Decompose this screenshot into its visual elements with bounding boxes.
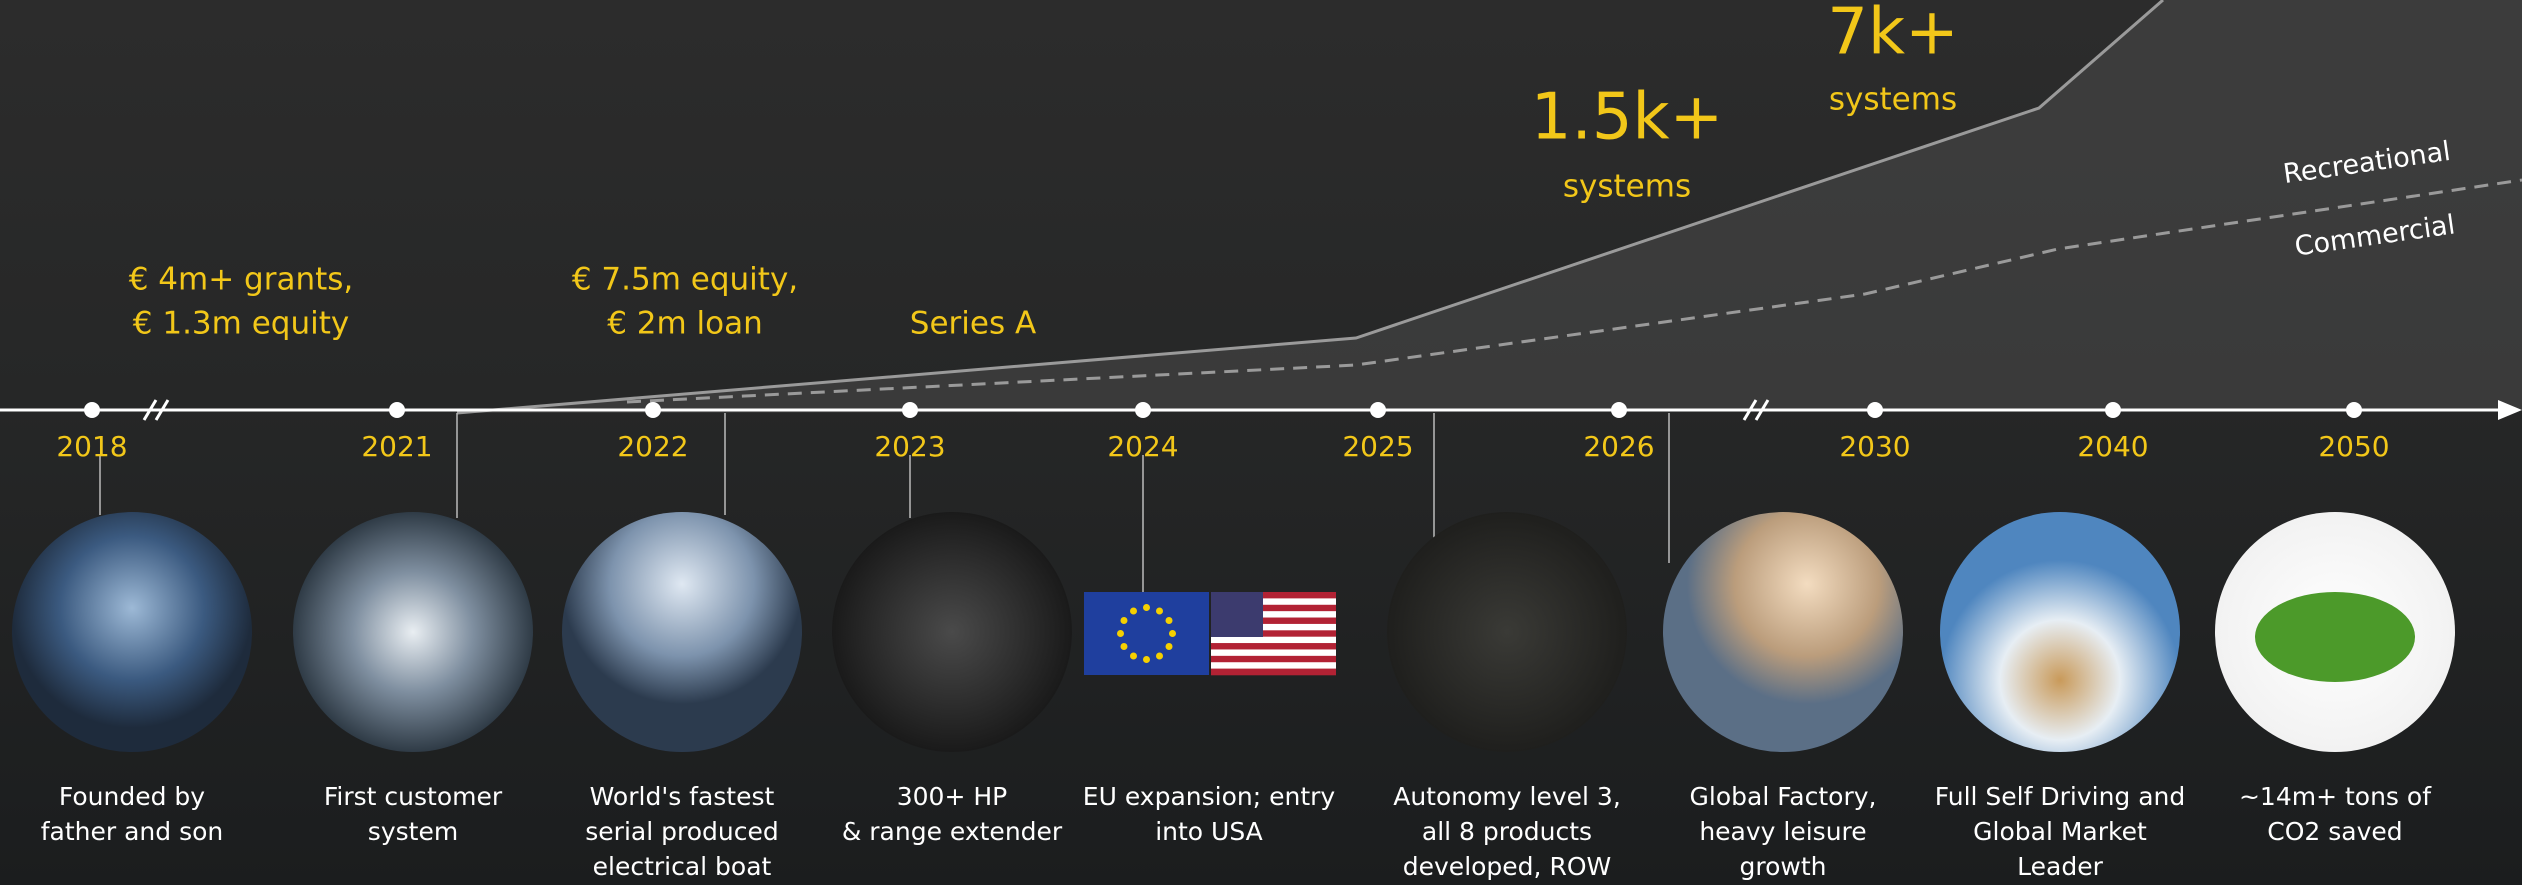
milestone-caption: First customer bbox=[324, 782, 503, 811]
milestone-caption: all 8 products bbox=[1422, 817, 1592, 846]
milestone-caption: Autonomy level 3, bbox=[1393, 782, 1621, 811]
milestone-caption: Full Self Driving and bbox=[1935, 782, 2186, 811]
year-label: 2025 bbox=[1342, 430, 1413, 463]
eu-star bbox=[1166, 617, 1173, 624]
year-label: 2026 bbox=[1583, 430, 1654, 463]
milestone-caption: developed, ROW bbox=[1403, 852, 1611, 881]
milestone-caption: Global Factory, bbox=[1690, 782, 1877, 811]
milestone-caption: electrical boat bbox=[593, 852, 772, 881]
timeline-dot bbox=[1370, 402, 1386, 418]
timeline-dot bbox=[1135, 402, 1151, 418]
eu-star bbox=[1120, 617, 1127, 624]
milestone-caption: Global Market bbox=[1973, 817, 2147, 846]
timeline-dot bbox=[84, 402, 100, 418]
funding-label: Series A bbox=[910, 306, 1036, 342]
growth-unit: systems bbox=[1829, 82, 1957, 118]
milestone-caption: heavy leisure bbox=[1699, 817, 1866, 846]
milestone-caption: & range extender bbox=[842, 817, 1063, 846]
funding-label: € 7.5m equity, bbox=[572, 262, 798, 298]
year-label: 2023 bbox=[874, 430, 945, 463]
year-label: 2018 bbox=[56, 430, 127, 463]
eu-star bbox=[1166, 643, 1173, 650]
milestone-photo bbox=[832, 512, 1072, 752]
year-label: 2030 bbox=[1839, 430, 1910, 463]
timeline-dot bbox=[389, 402, 405, 418]
year-label: 2021 bbox=[361, 430, 432, 463]
milestone-photo bbox=[1387, 512, 1627, 752]
milestone-caption: World's fastest bbox=[590, 782, 775, 811]
timeline-dot bbox=[1611, 402, 1627, 418]
us-stripe bbox=[1211, 637, 1336, 644]
us-stripe bbox=[1211, 669, 1336, 676]
year-label: 2040 bbox=[2077, 430, 2148, 463]
year-label: 2050 bbox=[2318, 430, 2389, 463]
us-stripe bbox=[1211, 643, 1336, 650]
eu-star bbox=[1143, 604, 1150, 611]
footprint-icon bbox=[2255, 592, 2415, 682]
us-canton bbox=[1211, 592, 1263, 637]
eu-star bbox=[1120, 643, 1127, 650]
milestone-caption: growth bbox=[1740, 852, 1827, 881]
milestone-photo bbox=[293, 512, 533, 752]
milestone-photo bbox=[1663, 512, 1903, 752]
funding-label: € 1.3m equity bbox=[133, 306, 349, 342]
milestone-caption: into USA bbox=[1155, 817, 1263, 846]
timeline-dot bbox=[902, 402, 918, 418]
milestone-caption: CO2 saved bbox=[2267, 817, 2402, 846]
milestone-caption: EU expansion; entry bbox=[1083, 782, 1336, 811]
growth-unit: systems bbox=[1563, 169, 1691, 205]
eu-star bbox=[1130, 653, 1137, 660]
milestone-photo bbox=[12, 512, 252, 752]
eu-star bbox=[1143, 656, 1150, 663]
eu-star bbox=[1130, 607, 1137, 614]
funding-label: € 2m loan bbox=[607, 306, 763, 342]
year-label: 2024 bbox=[1107, 430, 1178, 463]
timeline-dot bbox=[2346, 402, 2362, 418]
us-stripe bbox=[1211, 662, 1336, 669]
timeline-dot bbox=[645, 402, 661, 418]
milestone-caption: Leader bbox=[2017, 852, 2103, 881]
eu-star bbox=[1169, 630, 1176, 637]
milestone-photo bbox=[562, 512, 802, 752]
milestone-caption: father and son bbox=[41, 817, 224, 846]
eu-star bbox=[1156, 607, 1163, 614]
milestone-caption: serial produced bbox=[585, 817, 778, 846]
milestone-caption: Founded by bbox=[59, 782, 205, 811]
milestone-caption: system bbox=[368, 817, 458, 846]
us-stripe bbox=[1211, 649, 1336, 656]
milestone-caption: 300+ HP bbox=[897, 782, 1008, 811]
timeline-dot bbox=[2105, 402, 2121, 418]
milestone-caption: ~14m+ tons of bbox=[2239, 782, 2432, 811]
year-label: 2022 bbox=[617, 430, 688, 463]
us-stripe bbox=[1211, 656, 1336, 663]
timeline-slide: 1.5k+ systems 7k+ systems Recreational C… bbox=[0, 0, 2522, 885]
growth-value: 7k+ bbox=[1827, 0, 1958, 70]
timeline-dot bbox=[1867, 402, 1883, 418]
eu-star bbox=[1117, 630, 1124, 637]
milestone-photo bbox=[1940, 512, 2180, 752]
eu-star bbox=[1156, 653, 1163, 660]
growth-value: 1.5k+ bbox=[1531, 81, 1723, 155]
funding-label: € 4m+ grants, bbox=[129, 262, 354, 298]
